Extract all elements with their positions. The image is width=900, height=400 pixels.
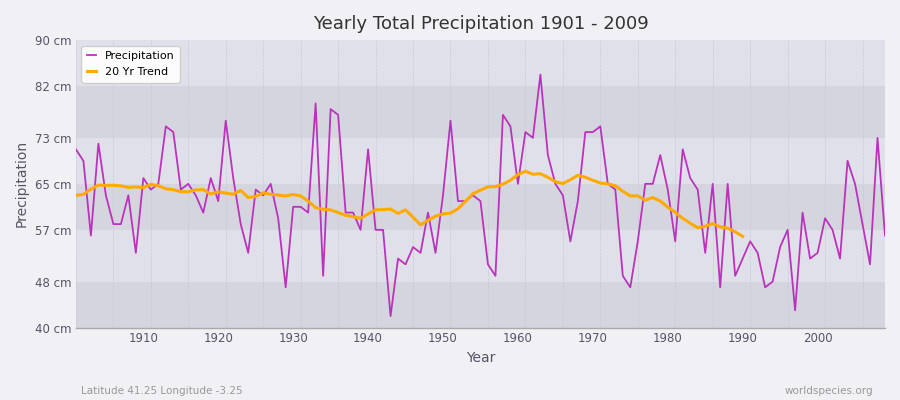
20 Yr Trend (647, 195, 658, 200)
20 Yr Trend (520, 169, 531, 174)
20 Yr Trend (737, 234, 748, 239)
Precipitation (617, 274, 628, 278)
Precipitation (385, 314, 396, 318)
Precipitation (535, 72, 545, 77)
Precipitation (879, 233, 890, 238)
Precipitation (512, 182, 523, 186)
20 Yr Trend (715, 224, 725, 229)
Precipitation (295, 204, 306, 209)
Bar (76, 40, 885, 86)
20 Yr Trend (633, 194, 643, 198)
Legend: Precipitation, 20 Yr Trend: Precipitation, 20 Yr Trend (82, 46, 180, 82)
20 Yr Trend (543, 175, 553, 180)
Precipitation (130, 250, 141, 255)
Title: Yearly Total Precipitation 1901 - 2009: Yearly Total Precipitation 1901 - 2009 (312, 15, 648, 33)
Line: Precipitation: Precipitation (76, 75, 885, 316)
X-axis label: Year: Year (466, 351, 495, 365)
Y-axis label: Precipitation: Precipitation (15, 140, 29, 228)
Precipitation (520, 130, 531, 134)
20 Yr Trend (160, 186, 171, 191)
20 Yr Trend (273, 193, 284, 198)
20 Yr Trend (70, 193, 81, 198)
Bar (76, 184, 885, 230)
Text: worldspecies.org: worldspecies.org (785, 386, 873, 396)
Bar (76, 86, 885, 138)
Line: 20 Yr Trend: 20 Yr Trend (76, 171, 742, 236)
Bar (76, 282, 885, 328)
Precipitation (70, 147, 81, 152)
Bar (76, 230, 885, 282)
Precipitation (340, 210, 351, 215)
Text: Latitude 41.25 Longitude -3.25: Latitude 41.25 Longitude -3.25 (81, 386, 243, 396)
Bar (76, 138, 885, 184)
